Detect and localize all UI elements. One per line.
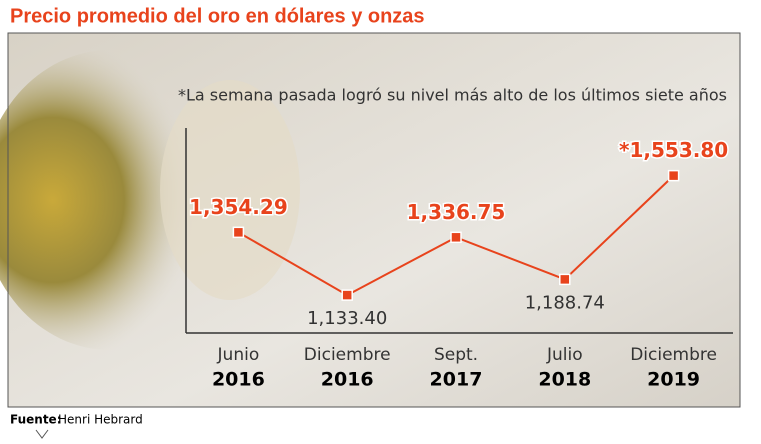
source-label: Fuente: bbox=[10, 413, 62, 427]
value-label: 1,133.40 bbox=[307, 308, 387, 329]
value-label: 1,354.29 bbox=[189, 195, 288, 219]
chart-title: Precio promedio del oro en dólares y onz… bbox=[10, 5, 425, 27]
pointer bbox=[35, 429, 49, 439]
frame bbox=[7, 32, 741, 408]
x-tick-label: Sept. bbox=[434, 345, 478, 365]
point bbox=[341, 289, 353, 301]
x-tick-label: Diciembre bbox=[630, 345, 717, 365]
point bbox=[559, 273, 571, 286]
x-tick-label: Diciembre bbox=[304, 345, 391, 365]
x-tick-label: 2018 bbox=[538, 369, 591, 391]
point bbox=[450, 231, 462, 244]
x-tick-label: Junio bbox=[217, 345, 260, 365]
point bbox=[667, 169, 680, 182]
source: Henri Hebrard bbox=[58, 413, 143, 427]
point bbox=[232, 226, 245, 239]
value-label: *1,553.80 bbox=[619, 138, 728, 162]
gold-nugget-shadow bbox=[160, 80, 300, 300]
x-tick-label: 2019 bbox=[647, 369, 700, 391]
value-label: 1,188.74 bbox=[525, 292, 605, 313]
x-tick-label: 2016 bbox=[321, 369, 374, 391]
x-tick-label: Julio bbox=[546, 345, 583, 365]
annotation: *La semana pasada logró su nivel más alt… bbox=[178, 86, 727, 105]
x-tick-label: 2016 bbox=[212, 369, 265, 391]
value-label: 1,336.75 bbox=[407, 200, 506, 224]
x-tick-label: 2017 bbox=[430, 369, 483, 391]
